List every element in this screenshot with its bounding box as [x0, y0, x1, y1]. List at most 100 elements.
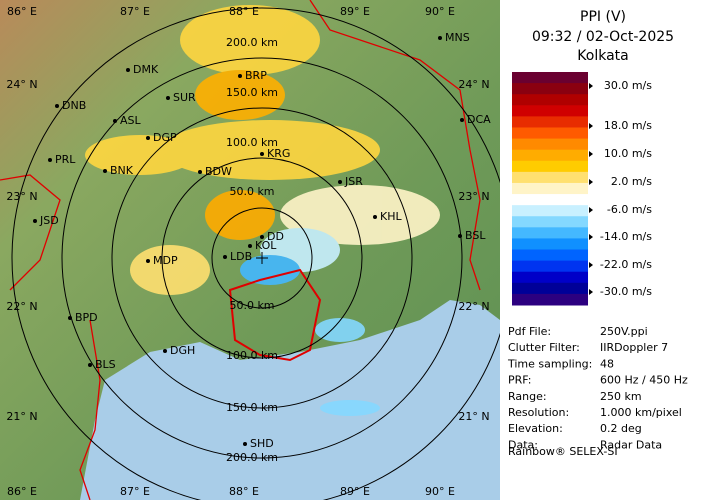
lon-label: 89° E [340, 485, 370, 498]
city-label: BRP [245, 69, 267, 82]
city-dot [338, 180, 342, 184]
city-label: DMK [133, 63, 159, 76]
panel-time: 09:32 / 02-Oct-2025 [532, 29, 674, 45]
info-key: Resolution: [508, 406, 569, 419]
scale-arrow [589, 262, 593, 268]
scale-arrow [589, 234, 593, 240]
scale-arrow [589, 207, 593, 213]
city-dot [238, 74, 242, 78]
scale-arrow [589, 151, 593, 157]
city-label: DGP [153, 131, 177, 144]
scale-label: -30.0 m/s [600, 285, 652, 298]
city-label: MDP [153, 254, 178, 267]
city-label: BSL [465, 229, 486, 242]
city-dot [223, 255, 227, 259]
info-key: Data: [508, 438, 538, 451]
info-value: IIRDoppler 7 [600, 341, 668, 354]
scale-swatch [512, 271, 588, 284]
city-label: DGH [170, 344, 195, 357]
range-label: 150.0 km [226, 86, 278, 99]
scale-arrow [589, 179, 593, 185]
city-label: LDB [230, 250, 252, 263]
range-ring [161, 157, 363, 359]
scale-swatch [512, 116, 588, 128]
scale-swatch [512, 72, 588, 84]
scale-swatch [512, 227, 588, 239]
info-key: Elevation: [508, 422, 563, 435]
lon-label: 88° E [229, 5, 259, 18]
city-dot [260, 152, 264, 156]
lon-label: 87° E [120, 485, 150, 498]
lon-label: 88° E [229, 485, 259, 498]
scale-swatch [512, 171, 588, 184]
lat-label: 22° N [458, 300, 489, 313]
scale-arrow [589, 83, 593, 89]
range-ring [211, 207, 313, 309]
info-key: Time sampling: [507, 357, 592, 370]
lon-label: 86° E [7, 485, 37, 498]
range-ring [61, 57, 463, 459]
sea [80, 300, 500, 500]
scale-swatch [512, 293, 588, 306]
city-label: KRG [267, 147, 290, 160]
info-value: 250V.ppi [600, 325, 648, 338]
lon-label: 87° E [120, 5, 150, 18]
delta-coast [228, 268, 322, 362]
range-ring [11, 7, 500, 500]
scale-swatch [512, 205, 588, 217]
scale-swatch [512, 249, 588, 262]
city-dot [113, 119, 117, 123]
city-dot [460, 118, 464, 122]
scale-label: 30.0 m/s [604, 79, 652, 92]
lon-label: 86° E [7, 5, 37, 18]
footer: Rainbow® SELEX-SI [508, 445, 618, 458]
scale-swatch [512, 260, 588, 273]
city-dot [438, 36, 442, 40]
city-dot [88, 363, 92, 367]
city-dot [458, 234, 462, 238]
scale-swatch [512, 194, 588, 206]
scale-swatch [512, 160, 588, 173]
info-value: 0.2 deg [600, 422, 642, 435]
city-dot [103, 169, 107, 173]
range-label: 50.0 km [229, 299, 274, 312]
city-label: PRL [55, 153, 76, 166]
info-value: 48 [600, 357, 614, 370]
scale-label: -22.0 m/s [600, 258, 652, 271]
scale-swatch [512, 282, 588, 295]
city-dot [146, 259, 150, 263]
city-dot [55, 104, 59, 108]
info-key: PRF: [508, 374, 531, 387]
city-dot [126, 68, 130, 72]
lat-label: 21° N [6, 410, 37, 423]
scale-arrow [589, 123, 593, 129]
scale-swatch [512, 127, 588, 140]
scale-swatch [512, 238, 588, 251]
range-label: 200.0 km [226, 451, 278, 464]
lat-label: 22° N [6, 300, 37, 313]
range-label: 100.0 km [226, 349, 278, 362]
city-dot [33, 219, 37, 223]
scale-swatch [512, 149, 588, 162]
city-label: DNB [62, 99, 86, 112]
scale-label: -14.0 m/s [600, 230, 652, 243]
scale-label: -6.0 m/s [607, 203, 652, 216]
panel-title: PPI (V) [580, 9, 626, 25]
scale-label: 18.0 m/s [604, 119, 652, 132]
scale-swatch [512, 216, 588, 228]
city-dot [146, 136, 150, 140]
panel-site: Kolkata [577, 48, 628, 64]
city-label: BDW [205, 165, 232, 178]
scale-swatch [512, 182, 588, 195]
scale-swatch [512, 105, 588, 117]
city-label: KHL [380, 210, 402, 223]
borders [0, 0, 481, 500]
city-dot [163, 349, 167, 353]
scale-label: 2.0 m/s [611, 175, 652, 188]
city-label: BLS [95, 358, 116, 371]
city-dot [198, 170, 202, 174]
info-value: Radar Data [600, 438, 662, 451]
range-label: 100.0 km [226, 136, 278, 149]
lon-label: 90° E [425, 5, 455, 18]
